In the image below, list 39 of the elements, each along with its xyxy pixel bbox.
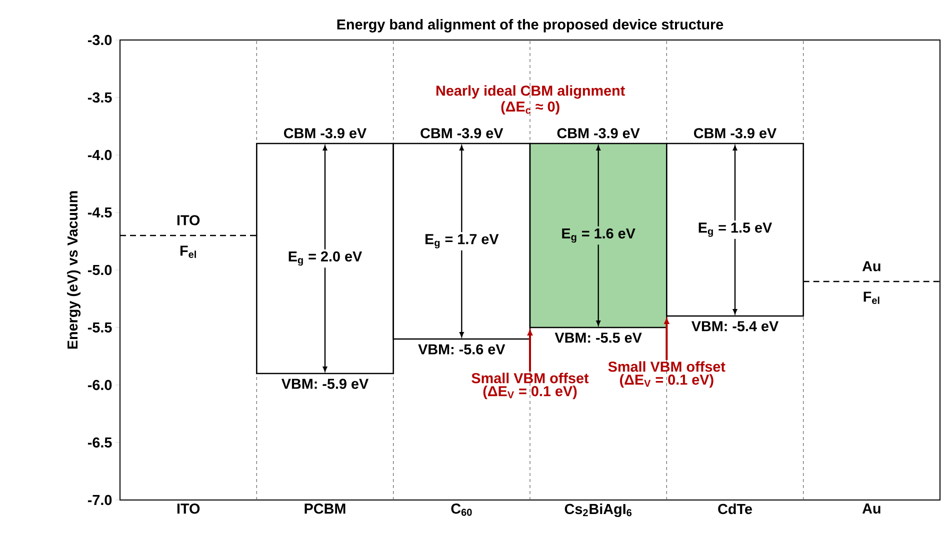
ref-line-label: ITO bbox=[177, 215, 200, 226]
data-label: E$_{g}$ = 1.6 eV bbox=[562, 228, 636, 243]
y-tick-label: -4.0 bbox=[88, 150, 112, 160]
chart-title: Energy band alignment of the proposed device structure bbox=[337, 18, 724, 32]
annotation: Small VBM offset bbox=[472, 372, 589, 384]
annotation: CBM -3.9 eV bbox=[557, 128, 640, 138]
y-tick-label: -5.0 bbox=[88, 264, 112, 276]
y-tick-label: -4.5 bbox=[88, 207, 112, 218]
y-tick-label: -7.0 bbox=[88, 494, 112, 506]
annotation: F$_{el}$ bbox=[864, 292, 880, 304]
data-label: E$_{g}$ = 2.0 eV bbox=[288, 251, 362, 266]
x-tick-label: ITO bbox=[177, 504, 200, 514]
annotation: VBM: -5.9 eV bbox=[281, 378, 368, 389]
annotation: CBM -3.9 eV bbox=[284, 128, 366, 138]
annotation: VBM: -5.6 eV bbox=[418, 344, 506, 354]
annotation: VBM: -5.4 eV bbox=[691, 321, 778, 332]
annotation: CBM -3.9 eV bbox=[694, 128, 776, 138]
y-tick-label: -6.0 bbox=[88, 380, 112, 390]
x-tick-label: Au bbox=[862, 504, 880, 514]
annotation: Small VBM offset bbox=[608, 361, 726, 372]
data-label: E$_{g}$ = 1.7 eV bbox=[425, 234, 499, 248]
y-tick-label: -5.5 bbox=[88, 322, 112, 333]
annotation: (ΔE$_{V}$ = 0.1 eV) bbox=[620, 374, 714, 388]
annotation: F$_{el}$ bbox=[180, 246, 196, 258]
annotation: (ΔE$_{V}$ = 0.1 eV) bbox=[483, 386, 577, 400]
x-tick-label: Cs$_{2}$BiAgI$_{6}$ bbox=[564, 504, 632, 518]
ref-line-label: Au bbox=[862, 261, 880, 272]
x-tick-label: PCBM bbox=[304, 504, 346, 514]
data-label: E$_{g}$ = 1.5 eV bbox=[698, 222, 772, 237]
y-axis-title: Energy (eV) vs Vacuum bbox=[67, 191, 81, 349]
annotation: VBM: -5.5 eV bbox=[554, 332, 642, 343]
x-tick-label: C$_{60}$ bbox=[451, 504, 472, 516]
annotation: CBM -3.9 eV bbox=[420, 128, 504, 138]
x-tick-label: CdTe bbox=[718, 504, 752, 514]
annotation: (ΔE$_{c}$ ≈ 0) bbox=[501, 101, 560, 115]
annotation: Nearly ideal CBM alignment bbox=[436, 85, 625, 99]
y-tick-label: -3.5 bbox=[88, 92, 112, 103]
y-tick-label: -6.5 bbox=[88, 437, 112, 448]
y-tick-label: -3.0 bbox=[88, 34, 112, 46]
